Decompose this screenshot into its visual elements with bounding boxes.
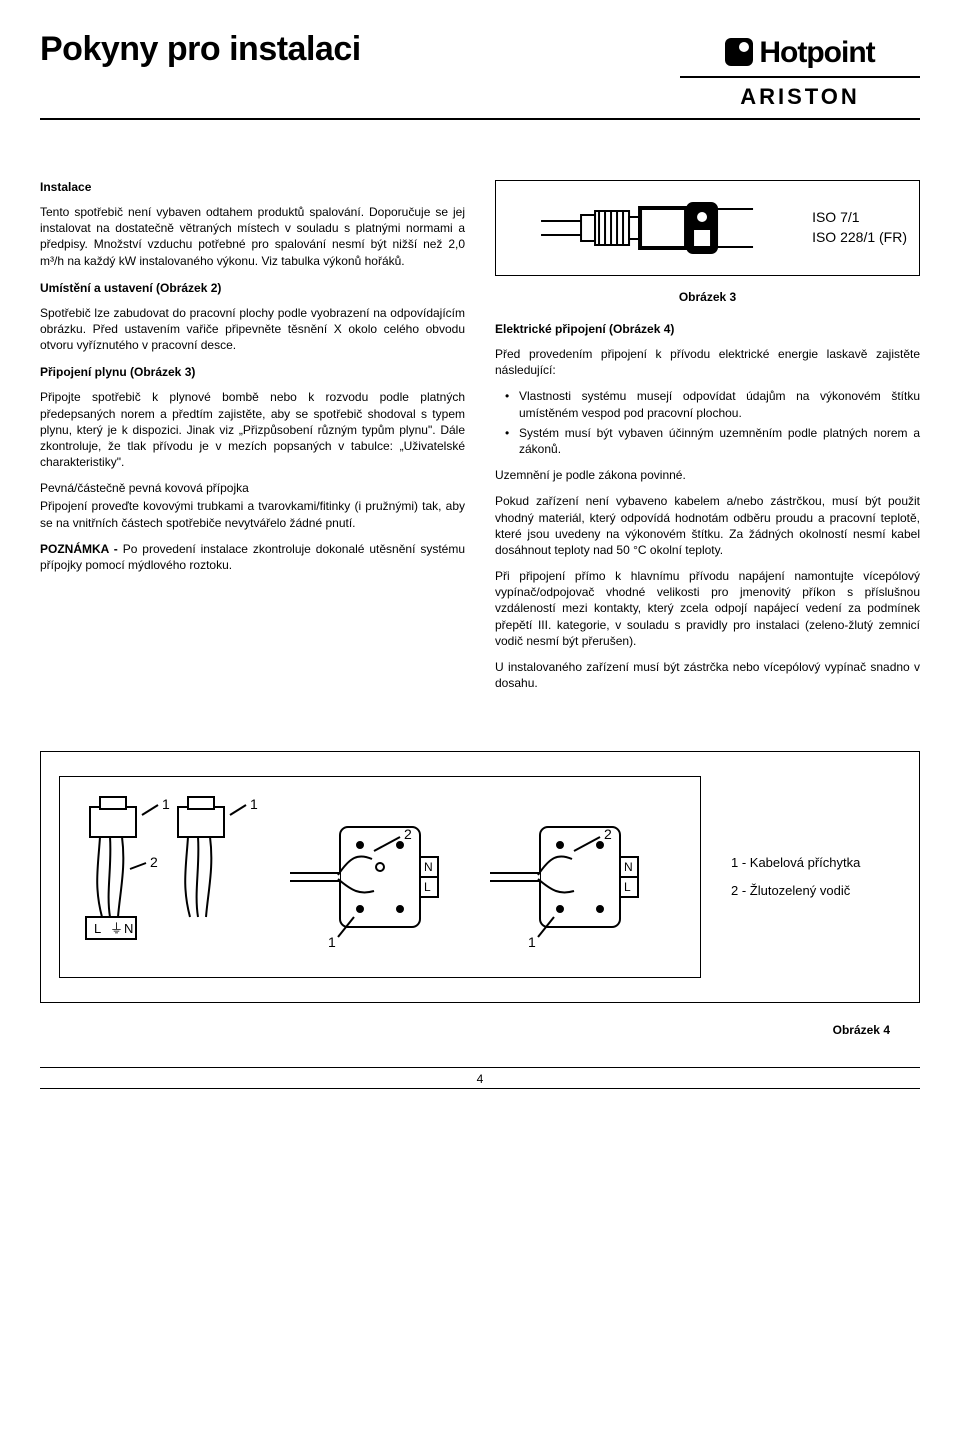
list-item: Systém musí být vybaven účinným uzemnění…	[495, 425, 920, 457]
heading-gas: Připojení plynu (Obrázek 3)	[40, 365, 465, 379]
svg-text:N: N	[424, 860, 433, 874]
svg-text:1: 1	[162, 796, 170, 812]
legend-item-1: 1 - Kabelová příchytka	[731, 849, 901, 878]
heading-electrical: Elektrické připojení (Obrázek 4)	[495, 322, 920, 336]
note-block: POZNÁMKA - Po provedení instalace zkontr…	[40, 541, 465, 573]
right-column: ISO 7/1 ISO 228/1 (FR) Obrázek 3 Elektri…	[495, 180, 920, 701]
brand-hotpoint-text: Hotpoint	[759, 36, 874, 70]
svg-text:⏚: ⏚	[110, 921, 123, 936]
page-number: 4	[40, 1067, 920, 1086]
svg-text:N: N	[124, 921, 133, 936]
svg-text:2: 2	[604, 826, 612, 842]
page-title: Pokyny pro instalaci	[40, 30, 361, 69]
para-gas-2: Pevná/částečně pevná kovová přípojka	[40, 480, 465, 496]
page-header: Pokyny pro instalaci Hotpoint ARISTON	[40, 30, 920, 110]
para-elec-3: Pokud zařízení není vybaveno kabelem a/n…	[495, 493, 920, 558]
para-elec-4: Při připojení přímo k hlavnímu přívodu n…	[495, 568, 920, 649]
figure-4-box: 1 2 L ⏚ N 1	[40, 751, 920, 1003]
para-elec-1: Před provedením připojení k přívodu elek…	[495, 346, 920, 378]
heading-position: Umístění a ustavení (Obrázek 2)	[40, 281, 465, 295]
footer-divider	[40, 1088, 920, 1089]
svg-text:1: 1	[250, 796, 258, 812]
left-column: Instalace Tento spotřebič není vybaven o…	[40, 180, 465, 701]
para-elec-5: U instalovaného zařízení musí být zástrč…	[495, 659, 920, 691]
para-gas-3: Připojení proveďte kovovými trubkami a t…	[40, 498, 465, 530]
brand-ariston-text: ARISTON	[680, 84, 920, 110]
svg-text:2: 2	[404, 826, 412, 842]
iso-labels: ISO 7/1 ISO 228/1 (FR)	[812, 208, 907, 247]
note-label: POZNÁMKA -	[40, 542, 118, 556]
wiring-diagram-icon: 1 2 L ⏚ N 1	[70, 787, 690, 967]
svg-text:L: L	[94, 921, 101, 936]
content-columns: Instalace Tento spotřebič není vybaven o…	[40, 180, 920, 701]
iso-label-1: ISO 7/1	[812, 208, 907, 228]
svg-text:L: L	[424, 880, 431, 894]
brand-logo: Hotpoint ARISTON	[680, 30, 920, 110]
svg-text:1: 1	[528, 934, 536, 950]
figure-4-caption: Obrázek 4	[40, 1023, 890, 1037]
para-install: Tento spotřebič není vybaven odtahem pro…	[40, 204, 465, 269]
para-elec-2: Uzemnění je podle zákona povinné.	[495, 467, 920, 483]
header-divider	[40, 118, 920, 120]
svg-text:L: L	[624, 880, 631, 894]
elec-requirements-list: Vlastnosti systému musejí odpovídat údaj…	[495, 388, 920, 457]
list-item: Vlastnosti systému musejí odpovídat údaj…	[495, 388, 920, 420]
heading-install: Instalace	[40, 180, 465, 194]
iso-label-2: ISO 228/1 (FR)	[812, 228, 907, 248]
figure-3-caption: Obrázek 3	[495, 290, 920, 304]
legend-item-2: 2 - Žlutozelený vodič	[731, 877, 901, 906]
fitting-diagram-icon	[508, 193, 794, 263]
svg-text:2: 2	[150, 854, 158, 870]
figure-4-legend: 1 - Kabelová příchytka 2 - Žlutozelený v…	[721, 849, 901, 906]
para-gas-1: Připojte spotřebič k plynové bombě nebo …	[40, 389, 465, 470]
wiring-diagram-panel: 1 2 L ⏚ N 1	[59, 776, 701, 978]
svg-text:N: N	[624, 860, 633, 874]
svg-text:1: 1	[328, 934, 336, 950]
figure-3-box: ISO 7/1 ISO 228/1 (FR)	[495, 180, 920, 276]
para-position: Spotřebič lze zabudovat do pracovní ploc…	[40, 305, 465, 354]
hotpoint-icon	[725, 38, 753, 66]
